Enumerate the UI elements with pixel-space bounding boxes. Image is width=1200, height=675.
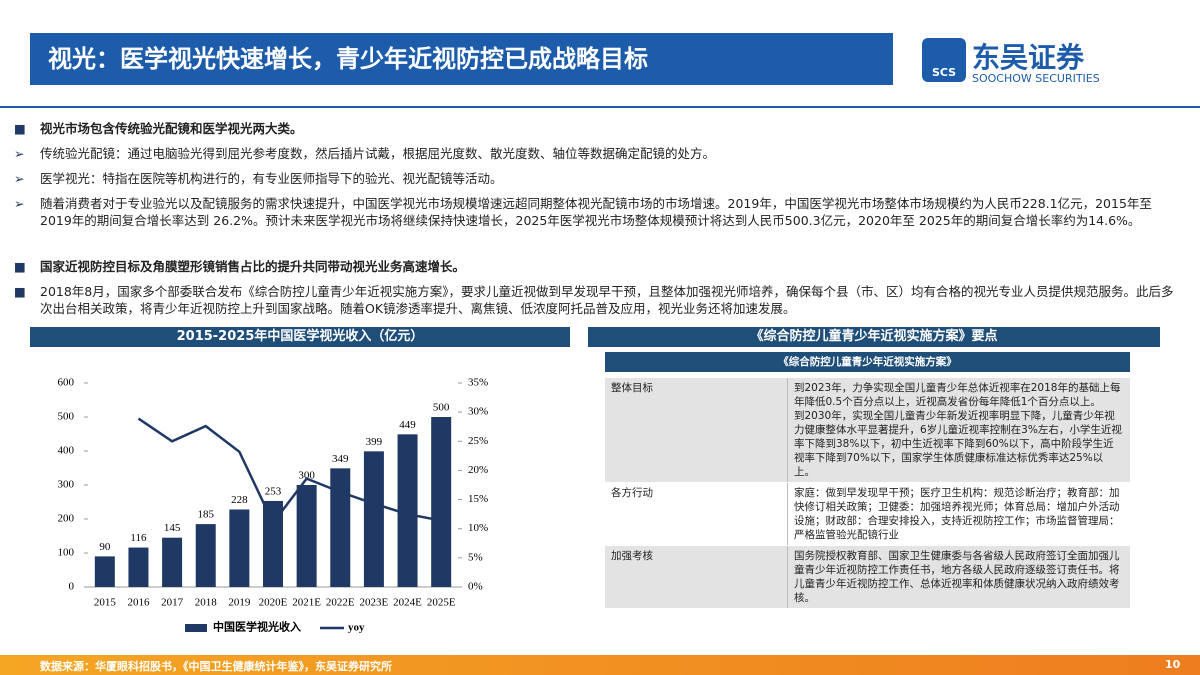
bullet: ■ 2018年8月，国家多个部委联合发布《综合防控儿童青少年近视实施方案》，要求儿…	[14, 284, 1174, 316]
y2-tick-label: 30%	[468, 406, 488, 418]
page-number: 10	[1165, 658, 1181, 671]
chart: 0 100 200 300 400 500 600 0% 5% 10% 15% 20% 25% 30% 35…	[58, 377, 489, 634]
table-row: 整体目标 到2023年，力争实现全国儿童青少年总体近视率在2018年的基础上每年降…	[605, 378, 1130, 483]
line	[137, 417, 442, 526]
bar-label: 90	[99, 541, 111, 553]
row-paragraph: 国务院授权教育部、国家卫生健康委与各省级人民政府签订全面加强儿童青少年近视防控工…	[794, 550, 1120, 604]
y-tick-label: 200	[58, 513, 75, 525]
y2-tick-label: 35%	[468, 377, 488, 389]
table-row: 加强考核 国务院授权教育部、国家卫生健康委与各省级人民政府签订全面加强儿童青少年近…	[605, 546, 1130, 609]
bar	[397, 434, 418, 587]
legend-label: 中国医学视光收入	[213, 620, 301, 634]
row-paragraph: 到2030年，实现全国儿童青少年新发近视率明显下降，儿童青少年视力健康整体水平显…	[794, 410, 1122, 478]
x-tick-label: 2018	[195, 597, 218, 609]
table: 《综合防控儿童青少年近视实施方案》 整体目标 到2023年，力争实现全国儿童青少年…	[605, 352, 1130, 609]
bullet-text: 国家近视防控目标及角膜塑形镜销售占比的提升共同带动视光业务高速增长。	[40, 259, 466, 274]
slide-title: 视光：医学视光快速增长，青少年近视防控已成战略目标	[30, 33, 893, 85]
bullet: ➢ 传统验光配镜：通过电脑验光得到屈光参考度数，然后插片试戴，根据屈光度数、散光度…	[14, 146, 716, 161]
x-tick-label: 2015	[94, 597, 117, 609]
row-label: 各方行动	[611, 487, 653, 499]
logo-name: 东吴证券	[972, 41, 1085, 74]
table-row: 各方行动 家庭：做到早发现早干预；医疗卫生机构：规范诊断治疗；教育部：加快修订相关…	[605, 483, 1130, 546]
bar-label: 145	[164, 522, 181, 534]
bullet: ■ 视光市场包含传统验光配镜和医学视光两大类。	[14, 121, 303, 136]
bar-label: 116	[130, 532, 147, 544]
bar-label: 449	[399, 419, 416, 431]
y-tick-label: 400	[58, 445, 75, 457]
bullet: ■ 国家近视防控目标及角膜塑形镜销售占比的提升共同带动视光业务高速增长。	[14, 259, 466, 274]
y-tick-label: 300	[58, 479, 75, 491]
x-tick-label: 2017	[161, 597, 184, 609]
bar	[431, 417, 452, 587]
bar	[229, 509, 250, 587]
x-tick-label: 2024E	[393, 597, 422, 609]
bullet-text: 视光市场包含传统验光配镜和医学视光两大类。	[40, 121, 303, 136]
row-content: 国务院授权教育部、国家卫生健康委与各省级人民政府签订全面加强儿童青少年近视防控工…	[787, 546, 1130, 608]
table-title: 《综合防控儿童青少年近视实施方案》要点	[588, 327, 1160, 347]
bullet: ➢ 随着消费者对于专业验光以及配镜服务的需求快速提升，中国医学视光市场规模增速远超…	[14, 195, 1174, 229]
y2-tick-label: 10%	[468, 522, 488, 534]
x-tick-label: 2016	[127, 597, 150, 609]
bar-label: 228	[231, 494, 248, 506]
row-paragraph: 家庭：做到早发现早干预；医疗卫生机构：规范诊断治疗；教育部：加快修订相关政策；卫…	[794, 487, 1120, 541]
bullet-text: 随着消费者对于专业验光以及配镜服务的需求快速提升，中国医学视光市场规模增速远超同…	[40, 196, 1152, 228]
bar	[296, 485, 317, 587]
footer-source: 数据来源：华厦眼科招股书，《中国卫生健康统计年鉴》，东吴证券研究所	[40, 660, 392, 673]
y2-tick-label: 15%	[468, 493, 488, 505]
divider	[0, 106, 1200, 108]
legend-label: yoy	[348, 622, 365, 634]
bullet-text: 医学视光：特指在医院等机构进行的，有专业医师指导下的验光、视光配镜等活动。	[40, 171, 503, 186]
bar	[363, 451, 384, 587]
bar-label: 500	[433, 402, 450, 414]
row-paragraph: 到2023年，力争实现全国儿童青少年总体近视率在2018年的基础上每年降低0.5…	[794, 382, 1121, 408]
bullet-text: 2018年8月，国家多个部委联合发布《综合防控儿童青少年近视实施方案》，要求儿童…	[40, 284, 1174, 316]
bar-label: 399	[366, 436, 383, 448]
bar	[263, 500, 283, 587]
y-tick-label: 500	[58, 411, 75, 423]
row-content: 到2023年，力争实现全国儿童青少年总体近视率在2018年的基础上每年降低0.5…	[787, 378, 1130, 482]
bar	[195, 524, 216, 587]
y-tick-label: 0	[69, 581, 75, 593]
bar	[128, 547, 149, 587]
x-tick-label: 2025E	[427, 597, 456, 609]
chart-title: 2015-2025年中国医学视光收入（亿元）	[30, 327, 570, 347]
bullet: ➢ 医学视光：特指在医院等机构进行的，有专业医师指导下的验光、视光配镜等活动。	[14, 171, 503, 186]
bar	[162, 537, 183, 587]
legend-swatch	[185, 624, 207, 632]
x-tick-label: 2021E	[292, 597, 321, 609]
x-tick-label: 2023E	[360, 597, 389, 609]
x-tick-label: 2022E	[326, 597, 355, 609]
table-header: 《综合防控儿童青少年近视实施方案》	[605, 352, 1130, 372]
bar-label: 349	[332, 453, 349, 465]
y-tick-label: 100	[58, 547, 75, 559]
footer-bar	[0, 655, 1200, 675]
bar-label: 185	[197, 509, 214, 521]
x-tick-label: 2019	[228, 597, 251, 609]
bar-label: 300	[298, 470, 315, 482]
logo-english: SOOCHOW SECURITIES	[972, 72, 1100, 85]
row-content: 家庭：做到早发现早干预；医疗卫生机构：规范诊断治疗；教育部：加快修订相关政策；卫…	[787, 483, 1130, 545]
y-tick-label: 600	[58, 377, 75, 389]
y2-tick-label: 25%	[468, 435, 488, 447]
logo-mark: SCS	[922, 38, 966, 82]
bullet-text: 传统验光配镜：通过电脑验光得到屈光参考度数，然后插片试戴，根据屈光度数、散光度数…	[40, 146, 716, 161]
bar	[330, 468, 351, 587]
x-tick-label: 2020E	[259, 597, 288, 609]
y2-tick-label: 5%	[468, 551, 483, 563]
row-label: 加强考核	[611, 550, 653, 562]
y2-tick-label: 20%	[468, 464, 488, 476]
bar	[94, 556, 115, 587]
y2-tick-label: 0%	[468, 581, 483, 593]
row-label: 整体目标	[611, 382, 653, 394]
bar-label: 253	[265, 486, 282, 498]
